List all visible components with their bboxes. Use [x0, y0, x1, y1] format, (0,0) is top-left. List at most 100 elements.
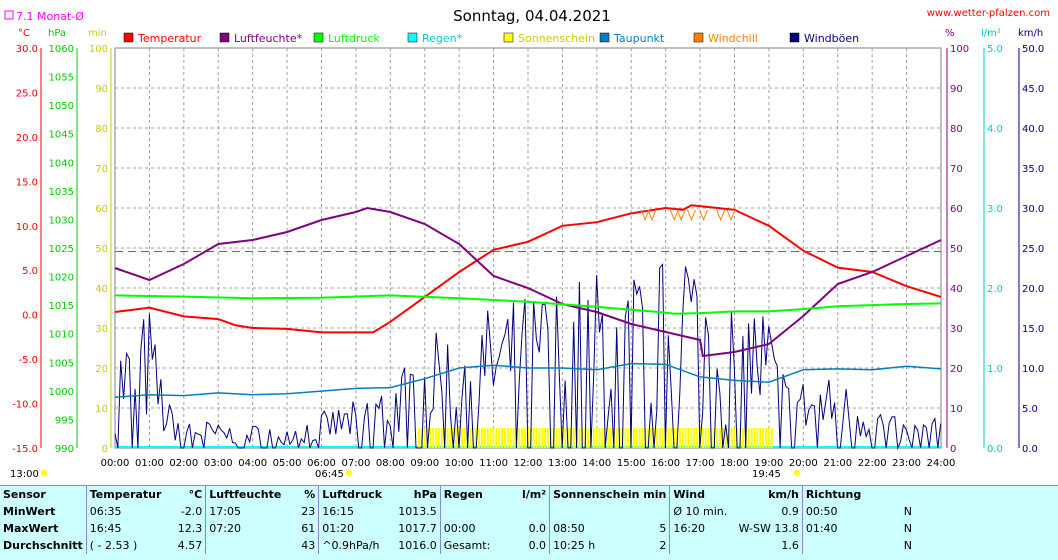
tick-label-sun: 10	[95, 404, 108, 415]
x-tick-label: 16:00	[651, 458, 680, 469]
tick-label-hum: 70	[950, 164, 963, 175]
hum-val: 61	[301, 522, 316, 535]
dir-time: 00:50	[801, 503, 865, 520]
sunrise-icon	[346, 470, 352, 476]
tick-label-sun: 80	[95, 124, 108, 135]
tick-label-press: 1040	[49, 158, 74, 169]
sunset-label: 19:45	[752, 469, 781, 480]
legend-label: Luftfeuchte*	[234, 32, 303, 45]
tick-label-temp: 30.0	[16, 44, 38, 55]
x-tick-label: 08:00	[376, 458, 405, 469]
hdr-sun: Sonnenschein min	[549, 486, 670, 503]
x-tick-label: 19:00	[755, 458, 784, 469]
x-tick-label: 01:00	[135, 458, 164, 469]
x-tick-label: 18:00	[720, 458, 749, 469]
hum-time	[205, 537, 285, 554]
tick-label-temp: 20.0	[16, 133, 38, 144]
tick-label-hum: 40	[950, 284, 963, 295]
legend-swatch	[123, 32, 134, 43]
hdr-wind: Wind	[669, 486, 736, 503]
rain-val	[514, 503, 550, 520]
x-tick-label: 15:00	[617, 458, 646, 469]
legend-swatch	[313, 32, 324, 43]
legend-swatch	[693, 32, 704, 43]
x-tick-label: 03:00	[204, 458, 233, 469]
chart-title: Sonntag, 04.04.2021	[453, 7, 611, 25]
windchill-mark	[647, 209, 657, 222]
tick-label-press: 995	[55, 415, 74, 426]
windchill-mark	[640, 209, 650, 222]
legend-label: Luftdruck	[328, 32, 380, 45]
tick-label-press: 1010	[49, 330, 74, 341]
unit-wind: km/h	[1018, 28, 1043, 39]
tick-label-wind: 10.0	[1022, 364, 1044, 375]
statistics-panel: Sensor Temperatur °C Luftfeuchte % Luftd…	[0, 485, 1058, 560]
tick-label-rain: 4.0	[987, 124, 1003, 135]
tick-label-sun: 50	[95, 244, 108, 255]
tick-label-temp: -5.0	[18, 355, 38, 366]
x-tick-label: 00:00	[101, 458, 130, 469]
hdr-press-unit: hPa	[413, 488, 437, 501]
tick-label-wind: 50.0	[1022, 44, 1044, 55]
tick-label-temp: 25.0	[16, 88, 38, 99]
stats-row-avg: Durchschnitt ( - 2.53 ) 4.57 43 ^0.9hPa/…	[0, 537, 915, 554]
plot-area	[114, 47, 942, 450]
x-tick-label: 06:00	[307, 458, 336, 469]
hum-val: 43	[301, 539, 316, 552]
x-tick-label: 11:00	[479, 458, 508, 469]
tick-label-hum: 90	[950, 84, 963, 95]
wind-val: W-SW 13.8	[738, 522, 799, 535]
temp-time: 06:35	[85, 503, 170, 520]
unit-press: hPa	[48, 28, 66, 39]
tick-label-sun: 30	[95, 324, 108, 335]
tick-label-hum: 0	[950, 444, 956, 455]
x-tick-label: 10:00	[445, 458, 474, 469]
site-link[interactable]: www.wetter-pfalzen.com	[927, 8, 1050, 19]
temp-time: 16:45	[85, 520, 170, 537]
tick-label-press: 1055	[49, 73, 74, 84]
legend-label: Taupunkt	[613, 32, 665, 45]
tick-label-press: 1020	[49, 273, 74, 284]
hdr-hum: Luftfeuchte	[205, 486, 285, 503]
press-time: 16:15	[318, 503, 394, 520]
temp-val: 4.57	[177, 539, 203, 552]
tick-label-rain: 0.0	[987, 444, 1003, 455]
x-tick-label: 22:00	[858, 458, 887, 469]
row-label: MaxWert	[3, 522, 59, 535]
tick-label-rain: 5.0	[987, 44, 1003, 55]
windchill-mark	[726, 209, 736, 222]
dir-time: 01:40	[801, 520, 865, 537]
unit-rain: l/m²	[981, 28, 1001, 39]
sun-time	[549, 503, 644, 520]
wind-val: 1.6	[781, 539, 799, 552]
hum-time: 17:05	[205, 503, 285, 520]
tick-label-temp: -10.0	[12, 400, 38, 411]
windchill-mark	[669, 209, 679, 222]
series-line-luftfeuchte	[114, 206, 942, 358]
hdr-hum-unit: %	[304, 488, 316, 501]
x-tick-label: 04:00	[238, 458, 267, 469]
x-tick-label: 21:00	[823, 458, 852, 469]
tick-label-wind: 5.0	[1022, 404, 1038, 415]
dir-val: N	[903, 505, 912, 518]
legend-swatch	[789, 32, 800, 43]
x-tick-label: 24:00	[927, 458, 956, 469]
dir-time	[801, 537, 865, 554]
dir-val: N	[903, 522, 912, 535]
axes: 30.0 25.0 20.0 15.0 10.0 5.0 0.0 -5.0 -10.0 -15.0…	[12, 44, 1044, 469]
tick-label-wind: 40.0	[1022, 124, 1044, 135]
tick-label-wind: 45.0	[1022, 84, 1044, 95]
series-line-temperatur	[114, 204, 942, 334]
legend-swatch	[219, 32, 230, 43]
tick-label-rain: 2.0	[987, 284, 1003, 295]
tick-label-hum: 60	[950, 204, 963, 215]
tick-label-sun: 60	[95, 204, 108, 215]
sun-val: 2	[659, 539, 667, 552]
sunrise-label: 06:45	[315, 469, 344, 480]
tick-label-temp: 10.0	[16, 222, 38, 233]
temp-val: 12.3	[177, 522, 203, 535]
rain-val: 0.0	[528, 522, 547, 535]
tick-label-temp: 15.0	[16, 177, 38, 188]
tick-label-press: 990	[55, 444, 74, 455]
wind-time	[669, 537, 736, 554]
